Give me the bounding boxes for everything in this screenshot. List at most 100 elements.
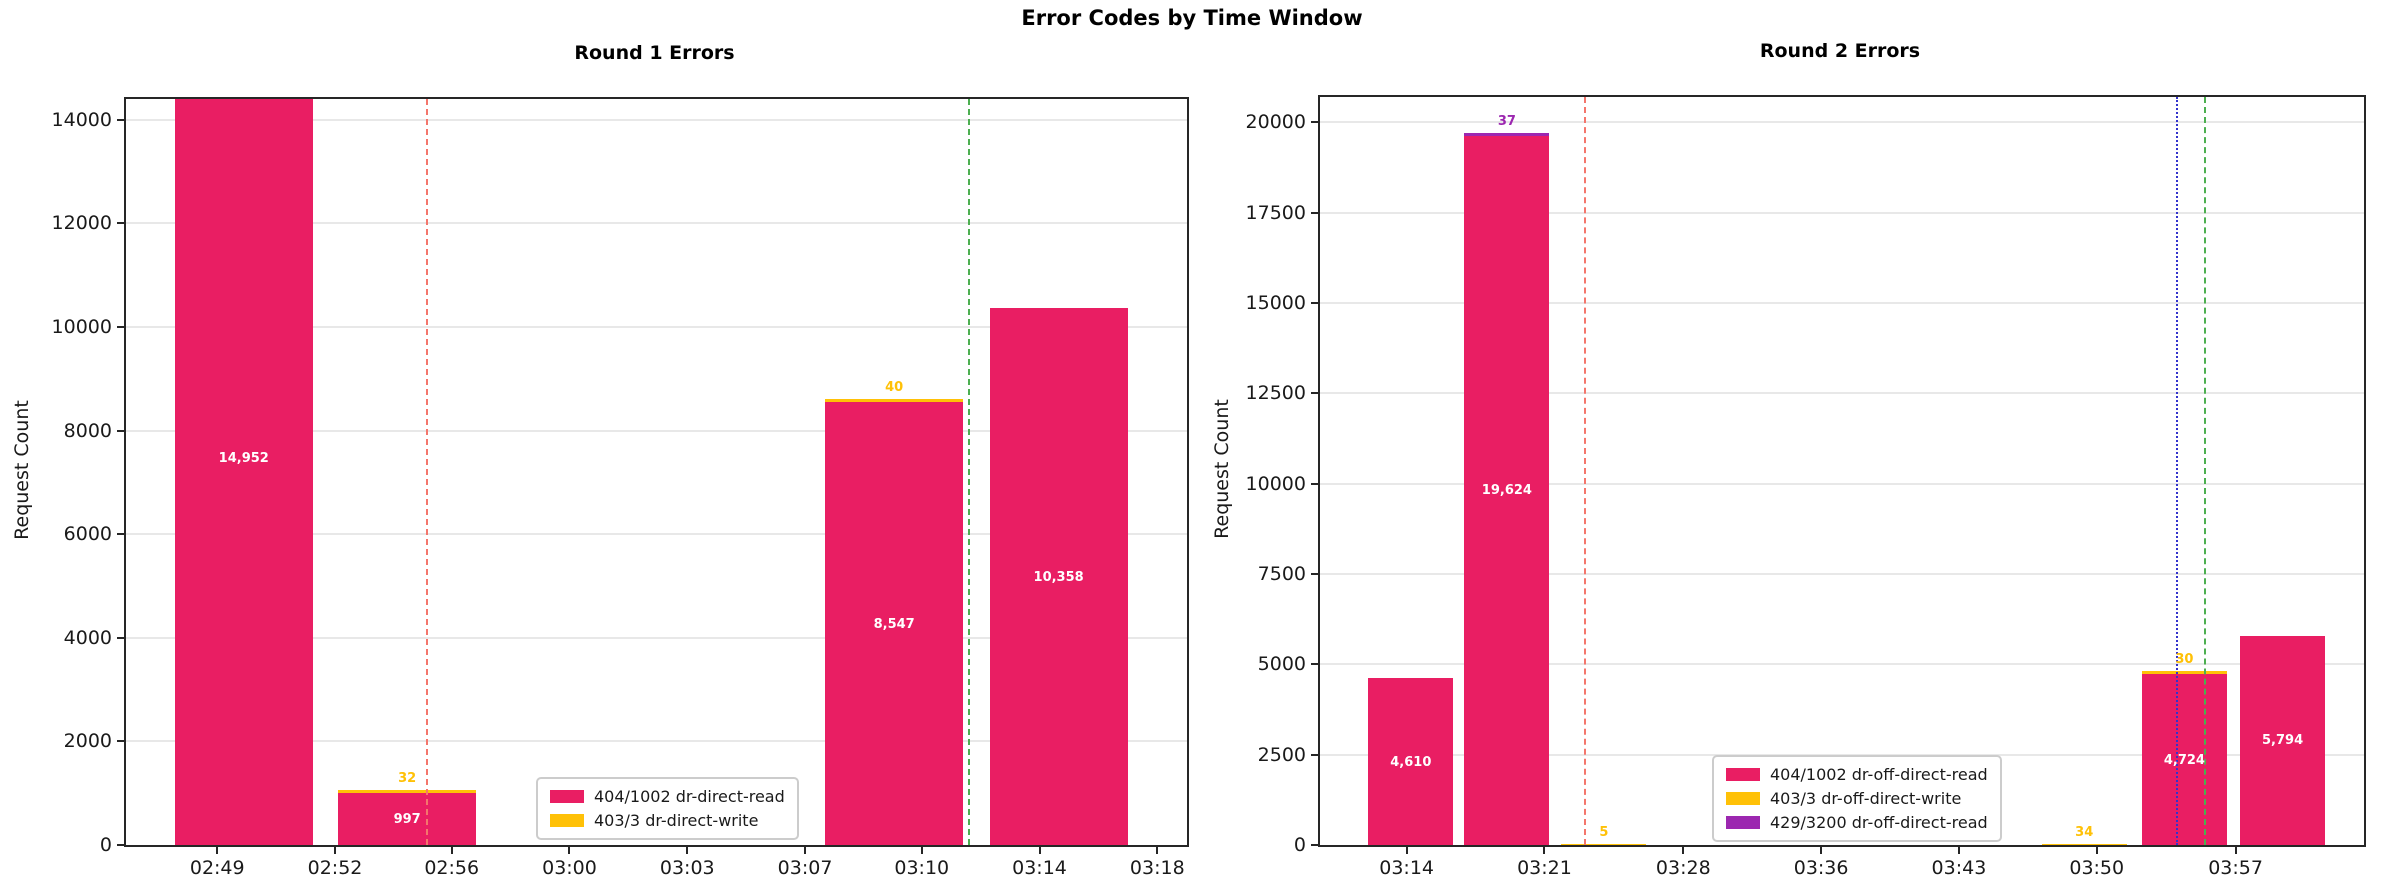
y-gridline <box>126 740 1187 743</box>
x-tick-label: 03:14 <box>1379 857 1435 879</box>
y-tick-label: 6000 <box>63 523 112 546</box>
y-tick-mark <box>1311 211 1318 214</box>
y-tick-label: 0 <box>1293 834 1306 856</box>
x-tick-mark <box>334 847 337 854</box>
y-tick-label: 17500 <box>1245 201 1306 224</box>
bar-cap-32 <box>338 790 477 794</box>
legend-item: 404/1002 dr-off-direct-read <box>1726 765 1988 784</box>
y-tick-label: 10000 <box>1245 472 1306 495</box>
x-tick-label: 02:49 <box>189 857 245 879</box>
y-tick-mark <box>1311 663 1318 666</box>
bar-top-label: 5 <box>1599 825 1609 840</box>
y-gridline <box>1320 211 2364 214</box>
x-tick-label: 03:03 <box>659 857 715 879</box>
bar-value-label: 4,610 <box>1390 754 1432 770</box>
bar-14,952 <box>174 99 313 845</box>
figure-title: Error Codes by Time Window <box>1021 6 1363 30</box>
bar-value-label: 14,952 <box>218 450 269 466</box>
bar-5,794 <box>2240 635 2326 845</box>
x-tick-mark <box>568 847 571 854</box>
x-tick-label: 03:21 <box>1517 857 1572 879</box>
y-tick-label: 10000 <box>51 315 112 338</box>
vline-blue-dotted <box>2176 97 2179 845</box>
y-tick-mark <box>1311 392 1318 395</box>
x-tick-mark <box>216 847 219 854</box>
y-tick-label: 2500 <box>1257 743 1306 766</box>
x-tick-label: 03:36 <box>1793 857 1849 879</box>
x-tick-mark <box>686 847 689 854</box>
bar-value-label: 10,358 <box>1033 569 1084 585</box>
chart-1-y-axis-label: Request Count <box>11 400 33 540</box>
bar-value-label: 5,794 <box>2262 733 2304 749</box>
chart-2-plot-area: 0 2500 5000 7500 10000 12500 15000 17500 20000 03… <box>1246 95 2366 879</box>
y-gridline <box>1320 301 2364 304</box>
y-tick-mark <box>117 429 124 432</box>
x-tick-mark <box>2095 847 2098 854</box>
legend-item: 403/3 dr-off-direct-write <box>1726 789 1988 808</box>
x-tick-mark <box>804 847 807 854</box>
y-tick-label: 20000 <box>1245 111 1306 134</box>
chart-2-legend: 404/1002 dr-off-direct-read 403/3 dr-off-… <box>1712 755 2002 842</box>
y-gridline <box>1320 482 2364 485</box>
legend-label: 404/1002 dr-off-direct-read <box>1770 765 1988 784</box>
bar-cap-30 <box>2141 671 2227 675</box>
bar-top-label: 40 <box>885 380 904 396</box>
chart-1-plot-area: 0 2000 4000 6000 8000 10000 12000 14000 02:49 02:… <box>52 97 1189 879</box>
bar-top-label: 37 <box>1497 113 1516 129</box>
bar-5 <box>1561 844 1647 845</box>
x-tick-mark <box>920 847 923 854</box>
vline-red-dashed <box>1584 97 1587 845</box>
y-gridline <box>1320 663 2364 666</box>
y-tick-label: 15000 <box>1245 291 1306 314</box>
bar-top-label: 30 <box>2175 652 2194 668</box>
x-tick-mark <box>1682 847 1685 854</box>
chart-1-legend: 404/1002 dr-direct-read 403/3 dr-direct-w… <box>536 777 799 840</box>
x-tick-label: 03:50 <box>2069 857 2125 879</box>
y-tick-mark <box>117 118 124 121</box>
legend-label: 403/3 dr-off-direct-write <box>1770 789 1962 808</box>
y-gridline <box>126 636 1187 639</box>
y-tick-label: 14000 <box>51 108 112 131</box>
bar-34 <box>2041 843 2127 845</box>
vline-green-dashed <box>968 99 971 845</box>
legend-item: 403/3 dr-direct-write <box>550 811 785 830</box>
y-gridline <box>1320 572 2364 575</box>
bar-top-label: 34 <box>2075 824 2094 840</box>
bar-10,358 <box>989 308 1128 845</box>
y-gridline <box>126 429 1187 432</box>
legend-item: 404/1002 dr-direct-read <box>550 787 785 806</box>
y-tick-mark <box>1311 844 1318 846</box>
bar-cap-37 <box>1464 132 1550 136</box>
x-tick-mark <box>1038 847 1041 854</box>
legend-swatch-purple <box>1726 816 1760 829</box>
y-tick-mark <box>1311 753 1318 756</box>
bar-value-label: 8,547 <box>873 616 915 632</box>
y-tick-mark <box>117 325 124 328</box>
legend-swatch-pink <box>550 790 584 803</box>
x-tick-label: 03:18 <box>1129 857 1185 879</box>
legend-swatch-pink <box>1726 768 1760 781</box>
y-tick-mark <box>1311 482 1318 485</box>
x-tick-mark <box>1156 847 1159 854</box>
y-gridline <box>1320 753 2364 756</box>
x-tick-label: 03:43 <box>1931 857 1987 879</box>
chart-1-title: Round 1 Errors <box>574 42 735 64</box>
x-tick-mark <box>450 847 453 854</box>
bar-value-label: 4,724 <box>2163 752 2205 768</box>
y-tick-label: 12500 <box>1245 382 1306 405</box>
bar-997 <box>338 793 477 845</box>
y-tick-mark <box>1311 121 1318 124</box>
x-tick-label: 03:57 <box>2208 857 2263 879</box>
vline-red-dashed <box>426 99 429 845</box>
x-tick-label: 03:10 <box>894 857 950 879</box>
bar-4,724 <box>2141 674 2227 845</box>
x-tick-label: 03:14 <box>1012 857 1067 879</box>
y-tick-mark <box>1311 301 1318 304</box>
x-tick-label: 03:28 <box>1655 857 1711 879</box>
y-tick-mark <box>117 636 124 639</box>
legend-swatch-yellow <box>1726 792 1760 805</box>
bar-top-label: 32 <box>398 771 417 787</box>
y-tick-mark <box>117 533 124 536</box>
x-tick-mark <box>1820 847 1823 854</box>
